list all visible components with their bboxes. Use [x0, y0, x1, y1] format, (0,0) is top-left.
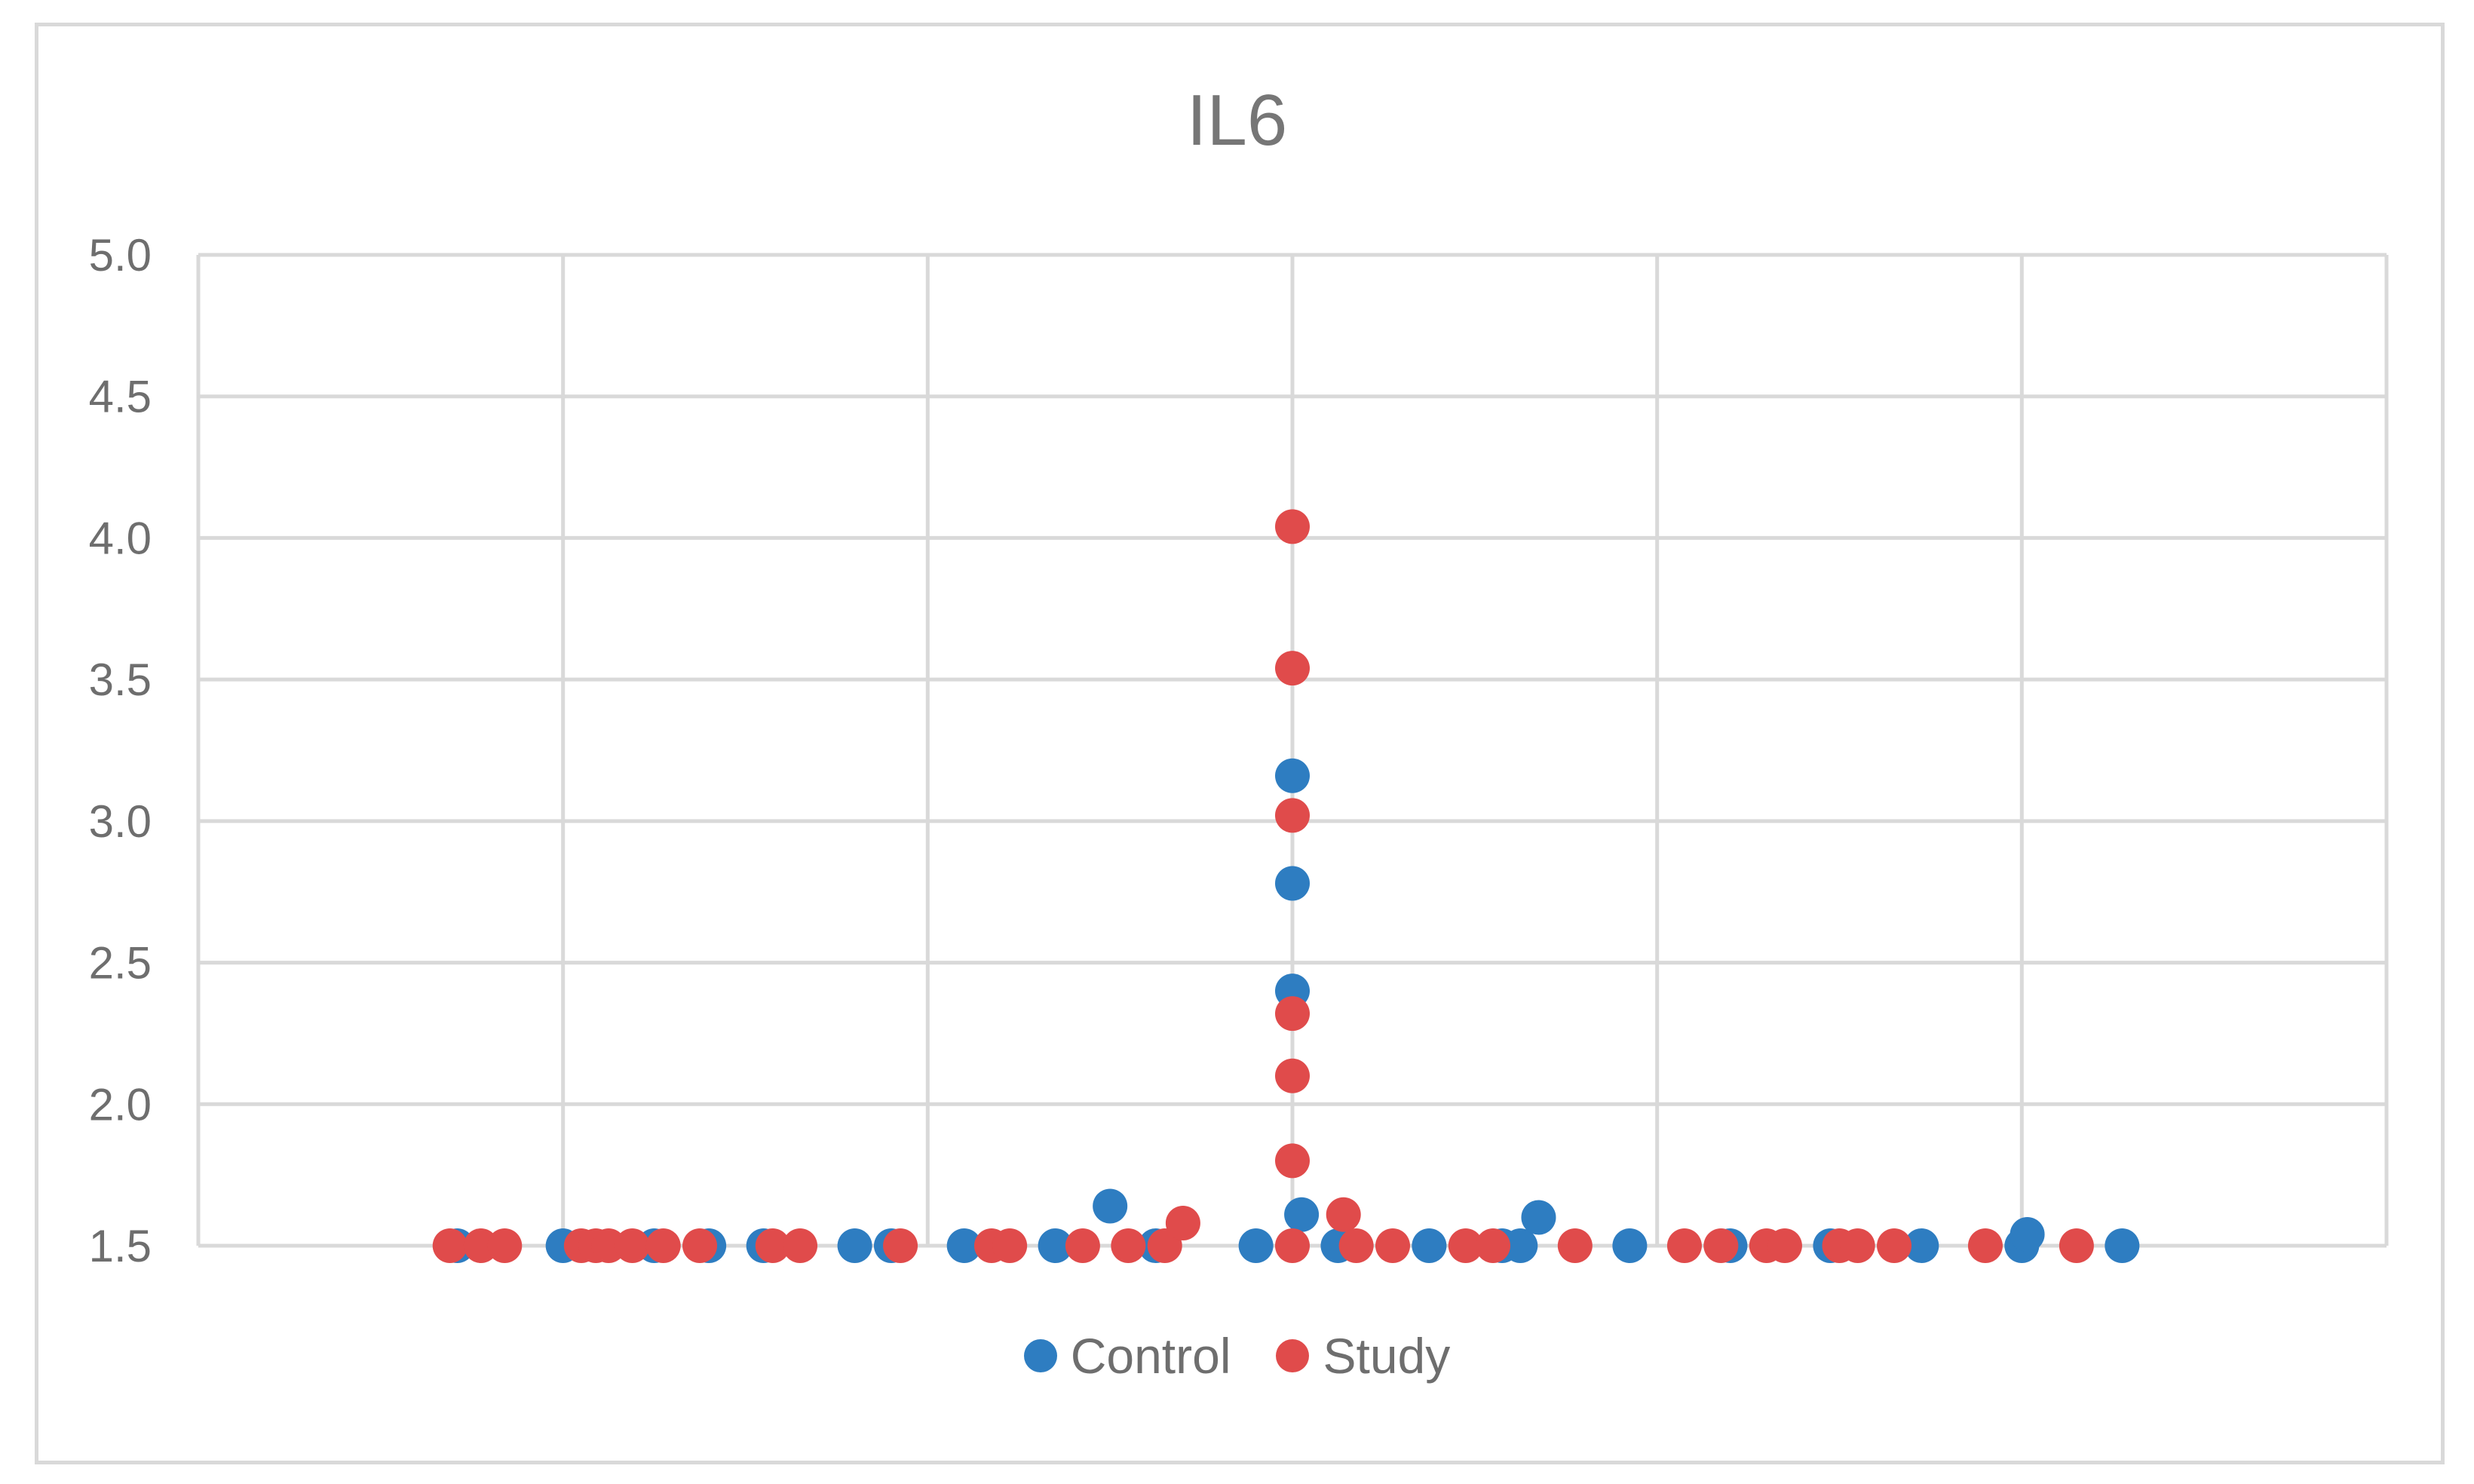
study-point — [1275, 509, 1310, 544]
legend-item-study: Study — [1276, 1327, 1450, 1384]
chart-frame — [35, 23, 2445, 1464]
control-point — [1904, 1228, 1939, 1263]
y-tick-label: 3.0 — [89, 796, 152, 847]
study-point — [1666, 1228, 1702, 1263]
legend: Control Study — [0, 1327, 2474, 1384]
study-point — [615, 1228, 650, 1263]
control-point — [837, 1228, 872, 1263]
y-tick-label: 3.5 — [89, 655, 152, 705]
study-point — [1165, 1205, 1200, 1240]
legend-marker-study — [1276, 1339, 1310, 1372]
control-point — [946, 1228, 982, 1263]
study-point — [1275, 996, 1310, 1032]
control-point — [1521, 1200, 1556, 1235]
study-point — [1275, 798, 1310, 833]
y-tick-label: 2.0 — [89, 1079, 152, 1130]
study-point — [992, 1228, 1028, 1263]
control-point — [1038, 1228, 1073, 1263]
legend-marker-control — [1023, 1339, 1057, 1372]
study-point — [1767, 1228, 1802, 1263]
study-point — [755, 1228, 790, 1263]
study-point — [1375, 1228, 1411, 1263]
y-tick-label: 4.5 — [89, 372, 152, 422]
control-point — [1412, 1228, 1447, 1263]
control-point — [2010, 1216, 2045, 1252]
y-tick-label: 1.5 — [89, 1221, 152, 1271]
study-point — [2059, 1228, 2094, 1263]
study-point — [1967, 1228, 2003, 1263]
study-point — [1065, 1228, 1100, 1263]
control-point — [1503, 1228, 1538, 1263]
y-tick-label: 2.5 — [89, 938, 152, 989]
study-point — [591, 1228, 627, 1263]
control-point — [1612, 1228, 1648, 1263]
study-point — [682, 1228, 718, 1263]
study-point — [1557, 1228, 1593, 1263]
study-point — [1840, 1228, 1875, 1263]
study-point — [1448, 1228, 1483, 1263]
study-point — [645, 1228, 681, 1263]
study-point — [1275, 651, 1310, 686]
study-point — [883, 1228, 918, 1263]
control-point — [1238, 1228, 1274, 1263]
study-point — [783, 1228, 818, 1263]
control-point — [1275, 866, 1310, 901]
study-point — [463, 1228, 498, 1263]
control-point — [2105, 1228, 2140, 1263]
legend-label-control: Control — [1070, 1328, 1231, 1384]
legend-item-control: Control — [1023, 1327, 1231, 1384]
study-point — [1338, 1228, 1374, 1263]
study-point — [1703, 1228, 1739, 1263]
control-point — [1284, 1197, 1320, 1232]
y-tick-label: 5.0 — [89, 230, 152, 281]
study-point — [1275, 1228, 1310, 1263]
study-point — [432, 1228, 468, 1263]
control-point — [1093, 1188, 1128, 1224]
study-point — [1111, 1228, 1146, 1263]
study-point — [1275, 1143, 1310, 1179]
study-point — [1275, 1058, 1310, 1093]
study-point — [1476, 1228, 1511, 1263]
chart-title: IL6 — [1186, 80, 1288, 161]
study-point — [487, 1228, 523, 1263]
legend-label-study: Study — [1323, 1328, 1451, 1384]
study-point — [1326, 1197, 1361, 1232]
y-tick-label: 4.0 — [89, 513, 152, 563]
control-point — [1275, 758, 1310, 793]
study-point — [1877, 1228, 1912, 1263]
